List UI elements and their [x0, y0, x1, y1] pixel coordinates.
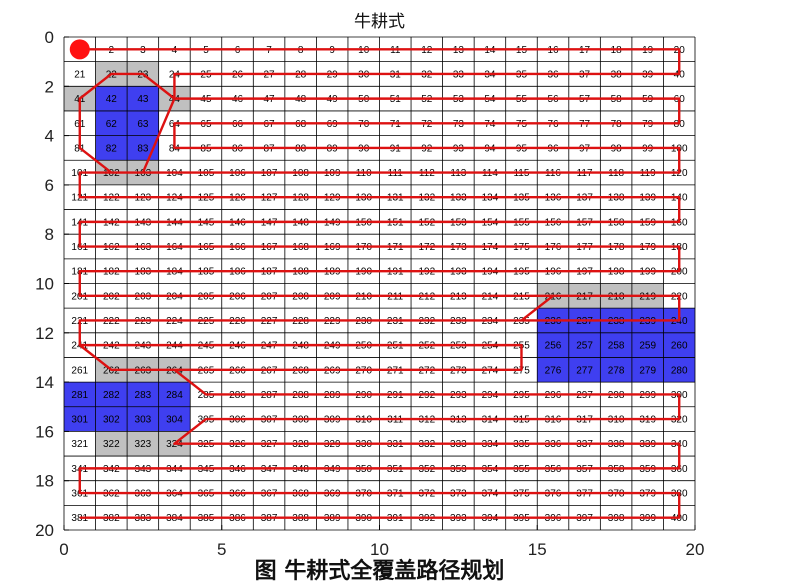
- cell-number-label: 62: [106, 119, 118, 130]
- obstacle-cell: [663, 332, 695, 358]
- cell-number-label: 280: [671, 365, 688, 376]
- obstacle-cell: [64, 406, 96, 432]
- y-tick-label: 20: [35, 521, 54, 540]
- cell-number-label: 260: [671, 341, 688, 352]
- cell-number-label: 283: [135, 390, 152, 401]
- cell-number-label: 304: [166, 415, 183, 426]
- x-tick-label: 5: [217, 540, 226, 559]
- inflated-cell: [95, 431, 128, 457]
- obstacle-cell: [537, 332, 569, 358]
- y-tick-label: 18: [35, 472, 54, 491]
- cell-number-label: 278: [608, 365, 625, 376]
- obstacle-cell: [127, 86, 159, 111]
- cell-number-label: 323: [135, 439, 152, 450]
- cell-number-label: 259: [639, 341, 656, 352]
- x-tick-label: 20: [686, 540, 705, 559]
- cell-number-label: 302: [103, 415, 120, 426]
- cell-number-label: 276: [545, 365, 562, 376]
- free-cell: [64, 357, 96, 383]
- obstacle-cell: [127, 382, 159, 407]
- obstacle-cell: [95, 110, 128, 136]
- cell-layer: [64, 37, 695, 530]
- x-tick-label: 0: [59, 540, 68, 559]
- cell-number-label: 303: [135, 415, 152, 426]
- obstacle-cell: [600, 357, 632, 383]
- obstacle-cell: [95, 135, 128, 161]
- y-tick-label: 4: [45, 127, 54, 146]
- obstacle-cell: [663, 357, 695, 383]
- cell-number-label: 261: [71, 365, 88, 376]
- obstacle-cell: [95, 406, 128, 432]
- cell-number-label: 256: [545, 341, 562, 352]
- obstacle-cell: [158, 406, 191, 432]
- obstacle-cell: [537, 357, 569, 383]
- y-tick-label: 2: [45, 77, 54, 96]
- obstacle-cell: [568, 332, 601, 358]
- obstacle-cell: [95, 86, 128, 111]
- x-tick-label: 10: [370, 540, 389, 559]
- obstacle-cell: [631, 357, 664, 383]
- free-cell: [64, 61, 96, 87]
- obstacle-cell: [631, 332, 664, 358]
- cell-number-label: 321: [71, 439, 88, 450]
- cell-number-label: 43: [137, 94, 149, 105]
- obstacle-cell: [64, 382, 96, 407]
- cell-number-label: 82: [106, 143, 118, 154]
- y-tick-label: 10: [35, 275, 54, 294]
- cell-number-label: 322: [103, 439, 120, 450]
- y-tick-label: 14: [35, 373, 54, 392]
- cell-number-label: 42: [106, 94, 118, 105]
- obstacle-cell: [95, 382, 128, 407]
- chart-title: 牛耕式: [354, 12, 405, 32]
- cell-number-label: 83: [137, 143, 149, 154]
- cell-number-label: 21: [74, 69, 86, 80]
- cell-number-label: 284: [166, 390, 183, 401]
- cell-number-label: 281: [71, 390, 88, 401]
- y-tick-label: 12: [35, 324, 54, 343]
- obstacle-cell: [568, 357, 601, 383]
- obstacle-cell: [158, 382, 191, 407]
- y-tick-label: 16: [35, 422, 54, 441]
- y-tick-label: 8: [45, 225, 54, 244]
- x-tick-label: 15: [528, 540, 547, 559]
- inflated-cell: [127, 431, 159, 457]
- start-point: [69, 39, 90, 60]
- axis-ticks: 0 5 10 15 20 0 2 4 6 8 10 12 14 16 18 20: [35, 28, 704, 559]
- cell-number-label: 63: [137, 119, 149, 130]
- cell-number-label: 279: [639, 365, 656, 376]
- cell-number-label: 258: [608, 341, 625, 352]
- obstacle-cell: [127, 406, 159, 432]
- coverage-path: [78, 48, 681, 519]
- free-cell: [64, 431, 96, 457]
- cell-number-label: 282: [103, 390, 120, 401]
- obstacle-cell: [600, 332, 632, 358]
- cell-number-label: 277: [576, 365, 593, 376]
- grid-lines: [63, 36, 696, 531]
- obstacle-cell: [127, 110, 159, 136]
- cell-number-label: 301: [71, 415, 88, 426]
- y-tick-label: 0: [45, 28, 54, 47]
- cell-number-label: 257: [576, 341, 593, 352]
- y-tick-label: 6: [45, 176, 54, 195]
- figure-caption: 图 牛耕式全覆盖路径规划: [255, 558, 505, 581]
